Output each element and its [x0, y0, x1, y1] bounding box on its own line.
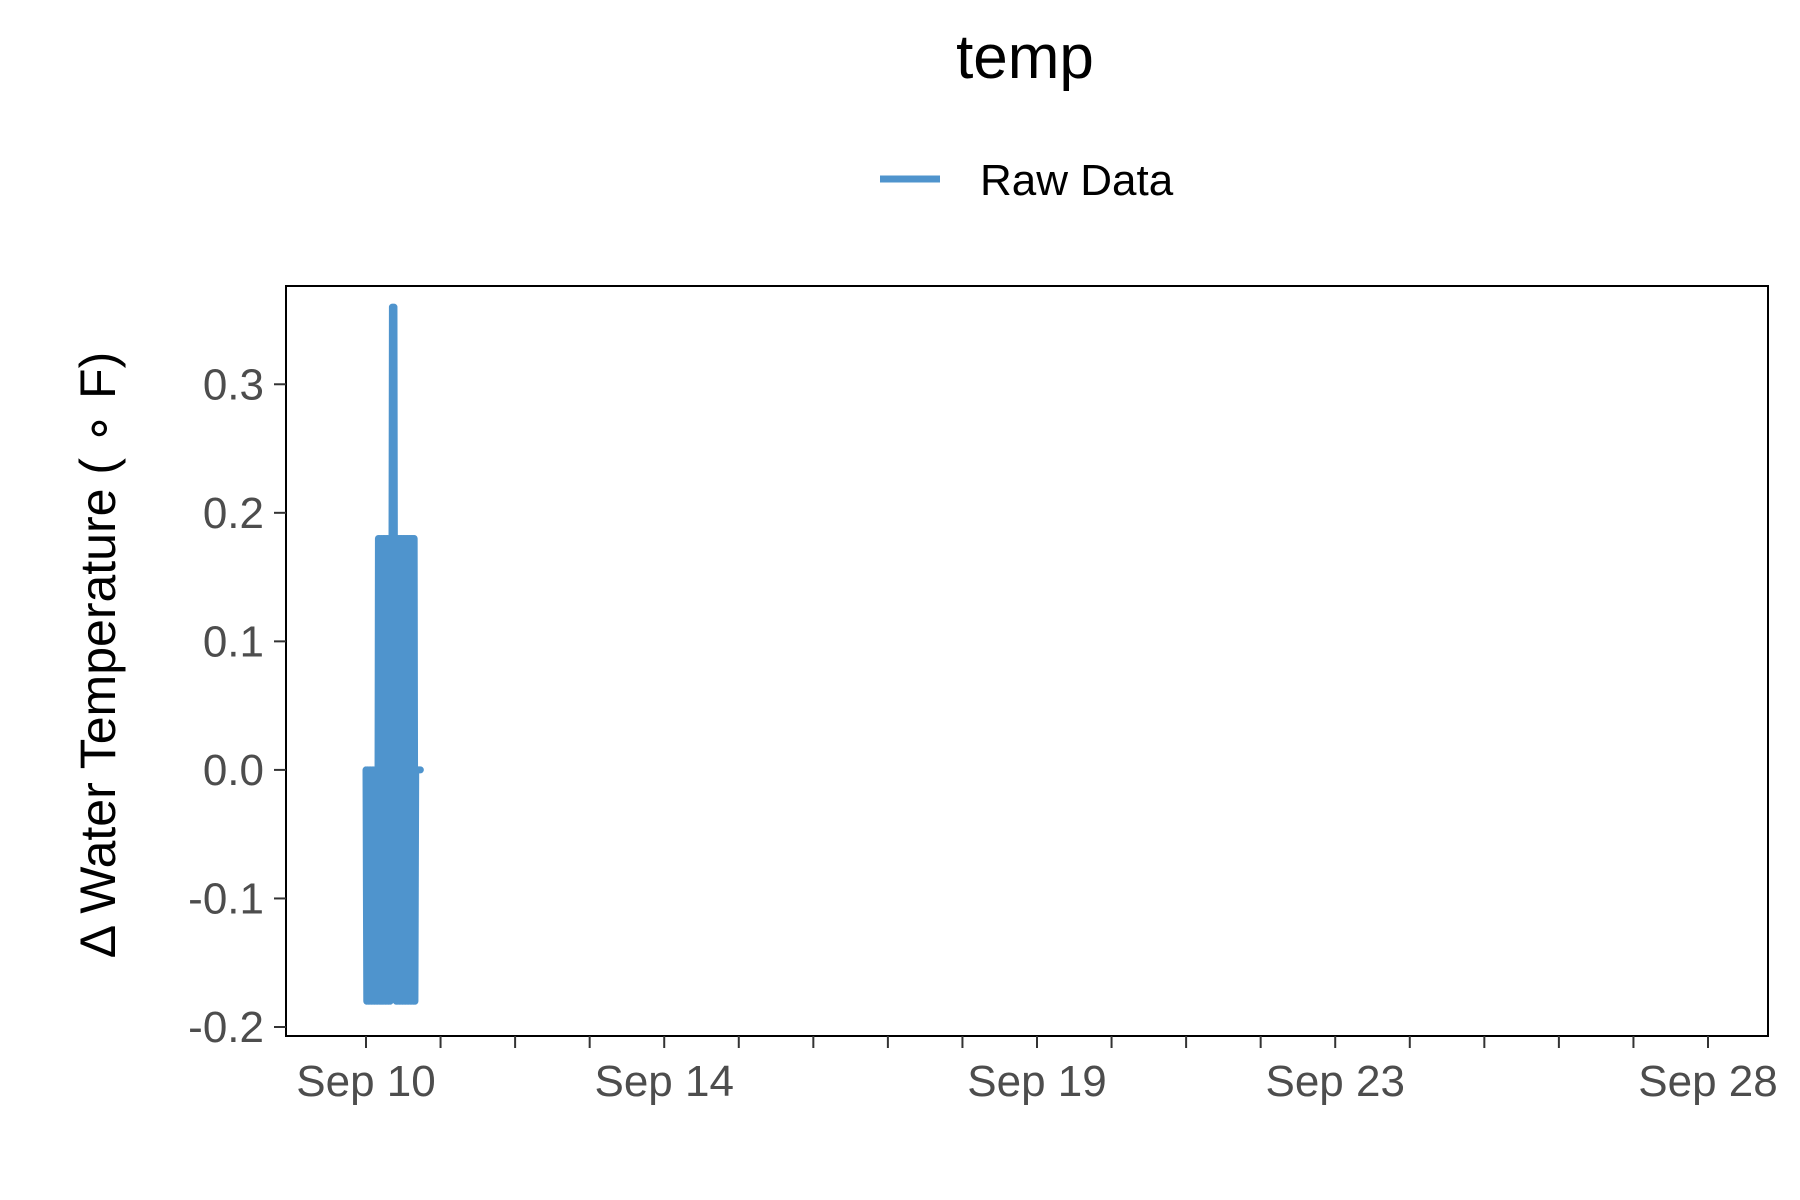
x-tick-label: Sep 23	[1265, 1057, 1404, 1106]
y-tick-label: -0.2	[188, 1003, 264, 1052]
x-tick-label: Sep 28	[1638, 1057, 1777, 1106]
legend-label: Raw Data	[980, 156, 1174, 205]
y-tick-label: 0.0	[203, 746, 264, 795]
y-tick-label: 0.2	[203, 489, 264, 538]
x-axis: Sep 10 Sep 14 Sep 19 Sep 23 Sep 28	[296, 1036, 1778, 1106]
y-axis-label: Δ Water Temperature ( ∘ F)	[70, 352, 126, 959]
y-tick-label: 0.3	[203, 360, 264, 409]
x-tick-label: Sep 19	[967, 1057, 1106, 1106]
chart-title: temp	[956, 23, 1094, 92]
x-tick-label: Sep 10	[296, 1057, 435, 1106]
plot-area	[362, 303, 424, 1005]
plot-frame	[285, 285, 1769, 1037]
legend: Raw Data	[880, 156, 1174, 205]
x-tick-label: Sep 14	[594, 1057, 733, 1106]
series-line-raw-data	[362, 303, 424, 1005]
y-axis: -0.2 -0.1 0.0 0.1 0.2 0.3	[188, 360, 286, 1052]
y-tick-label: -0.1	[188, 874, 264, 923]
y-tick-label: 0.1	[203, 617, 264, 666]
